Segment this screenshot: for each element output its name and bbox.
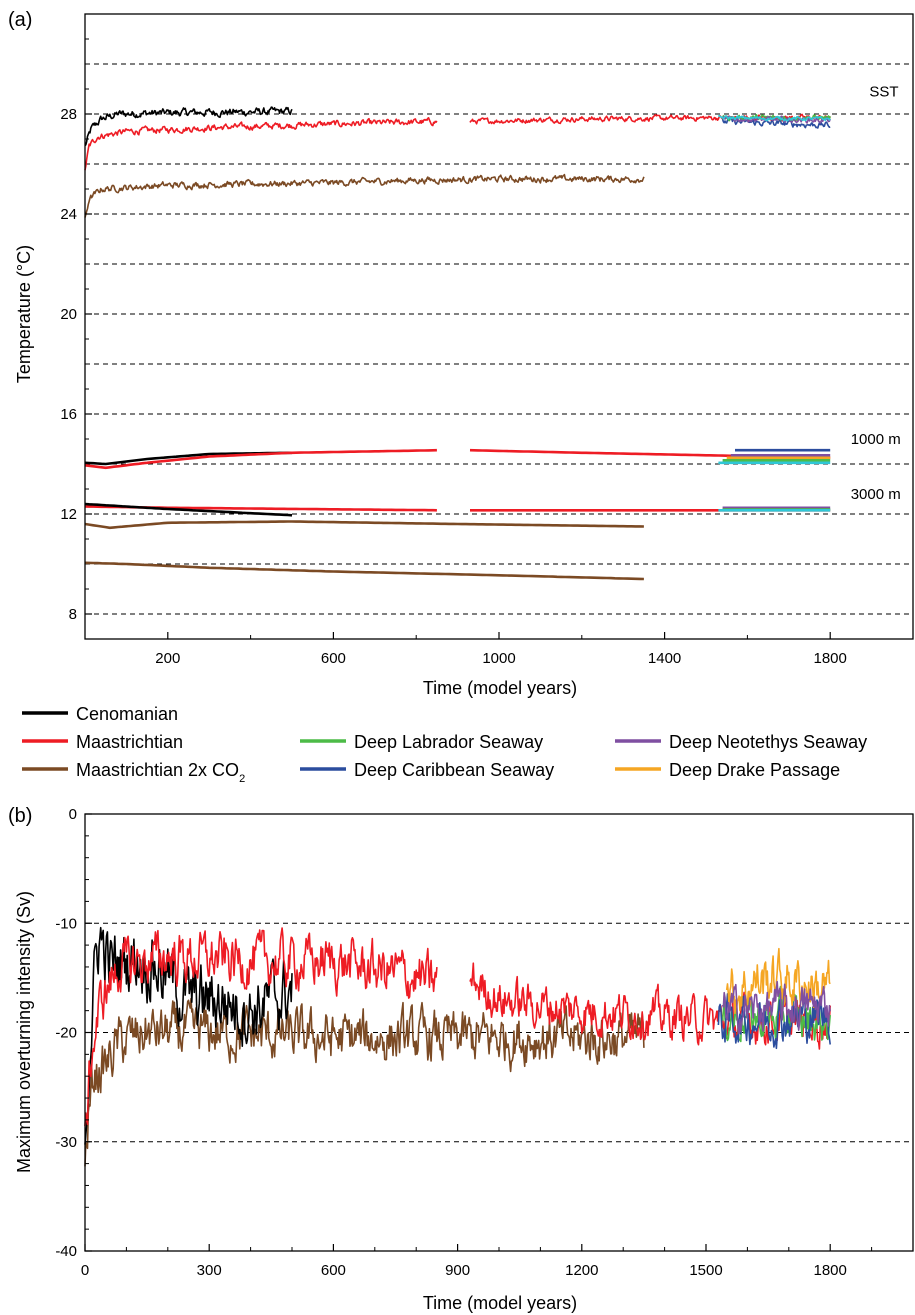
- panel-a-label: (a): [8, 9, 32, 31]
- legend-item-maastrichtian-2x-co2: Maastrichtian 2x CO2: [22, 760, 245, 785]
- legend-label-maastrichtian: Maastrichtian: [76, 732, 183, 752]
- legend-item-deep-labrador-seaway: Deep Labrador Seaway: [300, 732, 543, 752]
- y-tick-label: 16: [60, 406, 77, 423]
- legend-label-deep-neotethys-seaway: Deep Neotethys Seaway: [669, 732, 867, 752]
- panel-a-temperature: (a) 8 12 16 20 24 28 200 600 1000 1400 1800 Temper…: [8, 9, 914, 698]
- y-tick-label: -10: [55, 915, 77, 932]
- legend-item-cenomanian: Cenomanian: [22, 704, 178, 724]
- panel-a-axes: 8 12 16 20 24 28 200 600 1000 1400 1800: [60, 38, 847, 667]
- panel-a-series: [84, 106, 831, 581]
- series-deep-neotethys-seaway: [721, 980, 831, 1035]
- x-tick-label: 0: [81, 1262, 89, 1279]
- x-tick-label: 300: [197, 1262, 222, 1279]
- panel-a-plot-frame: [84, 13, 914, 640]
- y-tick-label: 8: [69, 606, 77, 623]
- y-tick-label: 28: [60, 106, 77, 123]
- legend-item-maastrichtian: Maastrichtian: [22, 732, 183, 752]
- x-tick-label: 1400: [648, 650, 681, 667]
- annotation-1000-m: 1000 m: [851, 431, 901, 448]
- series-deep-neotethys-seaway-sst: [722, 115, 831, 124]
- series-cyan-sst: [717, 114, 831, 122]
- series-maastrichtian-2x-co2-3000-m: [84, 561, 644, 581]
- panel-a-annotations: SST 1000 m 3000 m: [851, 84, 901, 504]
- panel-a-gridlines: [85, 63, 913, 615]
- panel-a-x-axis-title: Time (model years): [423, 678, 577, 698]
- series-maastrichtian-sst: [84, 117, 438, 171]
- legend-item-deep-caribbean-seaway: Deep Caribbean Seaway: [300, 760, 554, 780]
- series-cenomanian: [84, 926, 293, 1145]
- x-tick-label: 1800: [814, 1262, 847, 1279]
- series-maastrichtian-2x-co2: [84, 997, 645, 1167]
- series-deep-drake-passage: [725, 947, 831, 1015]
- panel-b-overturning: (b) -40-30-20-1000 300 600 900 1200 1500 1800 …: [8, 805, 914, 1313]
- series-deep-caribbean-seaway: [717, 993, 831, 1050]
- x-tick-label: 1500: [689, 1262, 722, 1279]
- series-deep-caribbean-seaway-sst: [721, 117, 831, 129]
- legend-label-deep-labrador-seaway: Deep Labrador Seaway: [354, 732, 543, 752]
- legend-item-deep-drake-passage: Deep Drake Passage: [615, 760, 840, 780]
- x-tick-label: 1000: [482, 650, 515, 667]
- series-maastrichtian: [84, 927, 438, 1127]
- legend-label-deep-caribbean-seaway: Deep Caribbean Seaway: [354, 760, 554, 780]
- x-tick-label: 600: [321, 1262, 346, 1279]
- series-cenomanian-3000-m: [84, 502, 293, 517]
- y-tick-label: -20: [55, 1025, 77, 1042]
- x-tick-label: 900: [445, 1262, 470, 1279]
- panel-b-axes: -40 -30 -20 -10 0 0 300 600 900 1200 1500 1800: [55, 806, 873, 1279]
- panel-a-y-axis-title: Temperature (°C): [14, 245, 34, 383]
- panel-b-y-axis-title: Maximum overturning intensity (Sv): [14, 891, 34, 1173]
- annotation-sst: SST: [869, 84, 898, 101]
- series-maastrichtian-2x-co2-sst: [84, 173, 645, 218]
- legend-label-maastrichtian-2x-co2: Maastrichtian 2x CO2: [76, 760, 245, 785]
- x-tick-label: 600: [321, 650, 346, 667]
- x-tick-label: 1200: [565, 1262, 598, 1279]
- series-maastrichtian-2x-co2-1000-m: [84, 520, 644, 530]
- panel-b-x-axis-title: Time (model years): [423, 1293, 577, 1313]
- series-cenomanian-sst: [84, 106, 293, 147]
- y-tick-label: -40: [55, 1243, 77, 1260]
- legend: Cenomanian Maastrichtian Maastrichtian 2…: [22, 704, 867, 785]
- series-maastrichtian-1000-m: [84, 448, 437, 470]
- legend-item-deep-neotethys-seaway: Deep Neotethys Seaway: [615, 732, 867, 752]
- y-tick-label: -30: [55, 1134, 77, 1151]
- y-tick-label: 20: [60, 306, 77, 323]
- panel-b-series: [84, 926, 831, 1167]
- y-tick-label: 0: [69, 806, 77, 823]
- legend-label-deep-drake-passage: Deep Drake Passage: [669, 760, 840, 780]
- legend-label-cenomanian: Cenomanian: [76, 704, 178, 724]
- y-tick-label: 24: [60, 206, 77, 223]
- annotation-3000-m: 3000 m: [851, 486, 901, 503]
- y-tick-label: 12: [60, 506, 77, 523]
- x-tick-label: 200: [155, 650, 180, 667]
- panel-b-label: (b): [8, 805, 32, 827]
- panel-b-gridlines: [85, 922, 913, 1143]
- x-tick-label: 1800: [814, 650, 847, 667]
